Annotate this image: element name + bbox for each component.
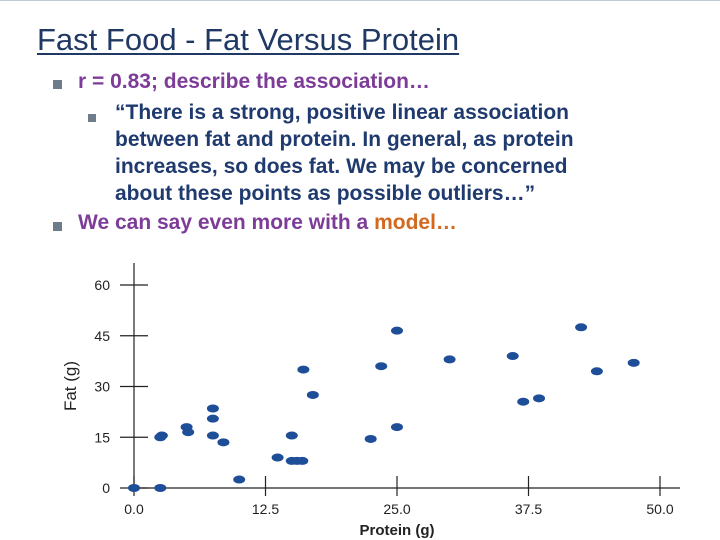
y-tick-label: 60	[94, 277, 110, 293]
slide-title: Fast Food - Fat Versus Protein	[37, 22, 460, 57]
data-point	[391, 423, 403, 432]
bullet-correlation: r = 0.83; describe the association…	[78, 70, 430, 93]
data-point	[206, 431, 219, 440]
bullet-square-icon	[53, 222, 62, 231]
x-tick-label: 50.0	[646, 501, 673, 517]
quote-line: about these points as possible outliers……	[115, 182, 536, 205]
quote-line: between fat and protein. In general, as …	[115, 128, 574, 151]
data-point	[391, 326, 403, 335]
bullet-model: We can say even more with a model…	[78, 211, 457, 235]
data-point	[627, 358, 640, 367]
data-point	[271, 453, 284, 462]
bullet-square-icon	[53, 80, 62, 89]
data-point	[590, 367, 603, 376]
data-point	[297, 365, 310, 374]
quote-line: “There is a strong, positive linear asso…	[115, 101, 569, 124]
data-point	[375, 362, 388, 371]
model-accent-text: model…	[374, 211, 457, 234]
data-points	[128, 323, 640, 492]
data-point	[517, 397, 530, 406]
y-tick-label: 15	[94, 429, 110, 445]
chart-axes	[120, 263, 680, 496]
data-point	[154, 484, 167, 492]
data-point	[443, 355, 456, 364]
bullet-model-text: We can say even more with a	[78, 211, 375, 234]
data-point	[296, 456, 309, 465]
data-point	[285, 431, 298, 440]
data-point	[182, 428, 195, 437]
x-tick-label: 12.5	[252, 501, 279, 517]
y-tick-label: 45	[94, 328, 110, 344]
sub-bullet-square-icon	[88, 114, 96, 122]
y-axis-title: Fat (g)	[61, 361, 80, 411]
data-point	[233, 475, 246, 484]
data-point	[364, 434, 377, 443]
x-tick-label: 37.5	[515, 501, 542, 517]
data-point	[206, 404, 219, 413]
data-point	[206, 414, 219, 423]
data-point	[533, 394, 546, 403]
data-point	[217, 438, 230, 447]
data-point	[575, 323, 588, 332]
y-tick-label: 30	[94, 379, 110, 395]
x-tick-label: 25.0	[383, 501, 410, 517]
x-tick-label: 0.0	[124, 501, 144, 517]
data-point	[306, 390, 319, 399]
x-axis-title: Protein (g)	[360, 522, 435, 539]
quote-line: increases, so does fat. We may be concer…	[115, 155, 568, 178]
data-point	[506, 352, 519, 361]
quote-block: “There is a strong, positive linear asso…	[115, 99, 675, 207]
data-point	[128, 484, 140, 492]
tick-labels: 0 15 30 45 60 0.0 12.5 25.0 37.5 50.0	[94, 277, 673, 517]
data-point	[155, 431, 168, 440]
y-tick-label: 0	[102, 480, 110, 496]
slide-frame	[0, 0, 720, 21]
